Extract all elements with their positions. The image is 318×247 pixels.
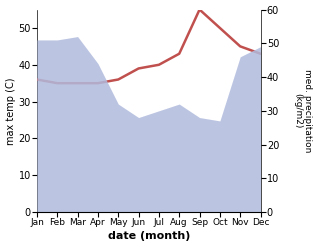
Y-axis label: max temp (C): max temp (C): [5, 77, 16, 144]
X-axis label: date (month): date (month): [107, 231, 190, 242]
Y-axis label: med. precipitation
(kg/m2): med. precipitation (kg/m2): [293, 69, 313, 152]
